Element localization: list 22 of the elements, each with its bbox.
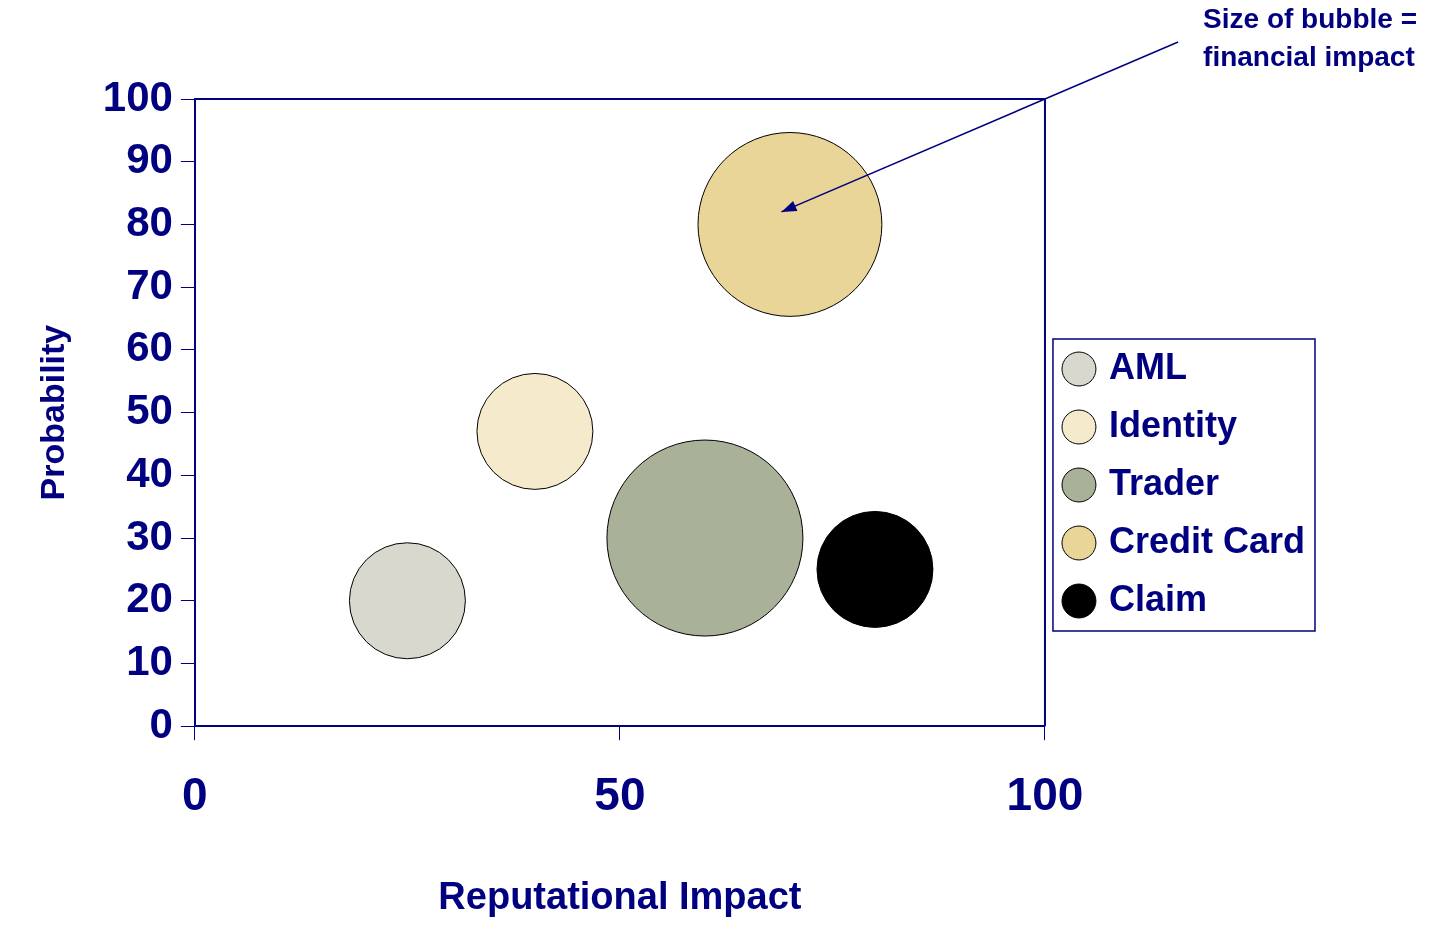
legend-label: Credit Card [1108, 519, 1305, 561]
y-tick-label: 40 [126, 448, 173, 496]
y-tick-label: 30 [126, 511, 173, 559]
x-tick-label: 50 [594, 768, 646, 821]
y-tick-label: 60 [126, 323, 173, 371]
y-tick-label: 100 [102, 72, 173, 120]
y-tick-label: 90 [126, 135, 173, 183]
y-tick-label: 10 [126, 637, 173, 685]
y-tick-label: 20 [126, 574, 173, 622]
legend-label: AML [1108, 345, 1187, 387]
x-axis-title: Reputational Impact [438, 874, 802, 917]
x-tick-label: 100 [1006, 768, 1084, 821]
y-tick-label: 50 [126, 386, 173, 434]
legend-label: Trader [1108, 461, 1220, 503]
legend-label: Identity [1108, 403, 1237, 445]
y-tick-label: 80 [126, 198, 173, 246]
y-axis-title: Probability [32, 324, 71, 501]
x-tick-label: 0 [182, 768, 208, 821]
y-tick-label: 70 [126, 260, 173, 308]
legend-label: Claim [1108, 577, 1208, 619]
text: Size of bubble = financial impact [1203, 2, 1418, 72]
y-tick-label: 0 [149, 699, 173, 747]
